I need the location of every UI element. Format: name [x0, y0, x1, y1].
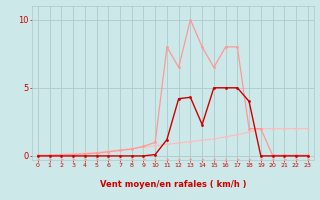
- X-axis label: Vent moyen/en rafales ( km/h ): Vent moyen/en rafales ( km/h ): [100, 180, 246, 189]
